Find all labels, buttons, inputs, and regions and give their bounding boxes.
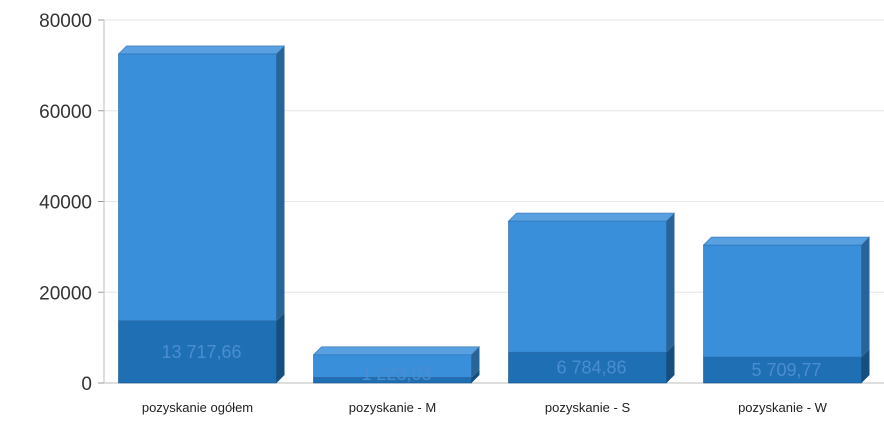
x-category-label: pozyskanie - W (738, 400, 828, 415)
bar-top (117, 45, 286, 55)
y-tick-label: 40000 (39, 193, 92, 214)
bars (117, 45, 871, 384)
bar-top (702, 236, 871, 246)
x-category-label: pozyskanie ogółem (142, 400, 253, 415)
bar-segment (312, 346, 481, 378)
bar-side (666, 344, 675, 383)
labels: 13 717,66 pozyskanie ogółem 1 223,03 pozysk… (142, 342, 828, 415)
bar-side (276, 312, 285, 383)
bar-side (666, 213, 675, 353)
data-label: 5 709,77 (751, 360, 821, 380)
bar-segment (507, 212, 676, 353)
bar-front (703, 244, 862, 358)
y-tick-label: 0 (81, 374, 92, 395)
bar-top (312, 346, 481, 356)
bar-front (508, 220, 667, 353)
x-category-label: pozyskanie - M (349, 400, 436, 415)
bar-segment (702, 236, 871, 358)
bar-side (471, 369, 480, 383)
bar-side (861, 349, 870, 383)
bar-side (276, 45, 285, 321)
data-label: 1 223,03 (361, 364, 431, 384)
bar-segment (117, 45, 286, 322)
y-tick-label: 20000 (39, 283, 92, 304)
bar-side (471, 346, 480, 378)
bar-front (118, 53, 277, 322)
bar-side (861, 237, 870, 358)
y-tick-label: 60000 (39, 102, 92, 123)
data-label: 6 784,86 (556, 358, 626, 378)
bar-top (507, 212, 676, 222)
data-label: 13 717,66 (161, 342, 241, 362)
x-category-label: pozyskanie - S (545, 400, 631, 415)
y-tick-label: 80000 (39, 11, 92, 32)
